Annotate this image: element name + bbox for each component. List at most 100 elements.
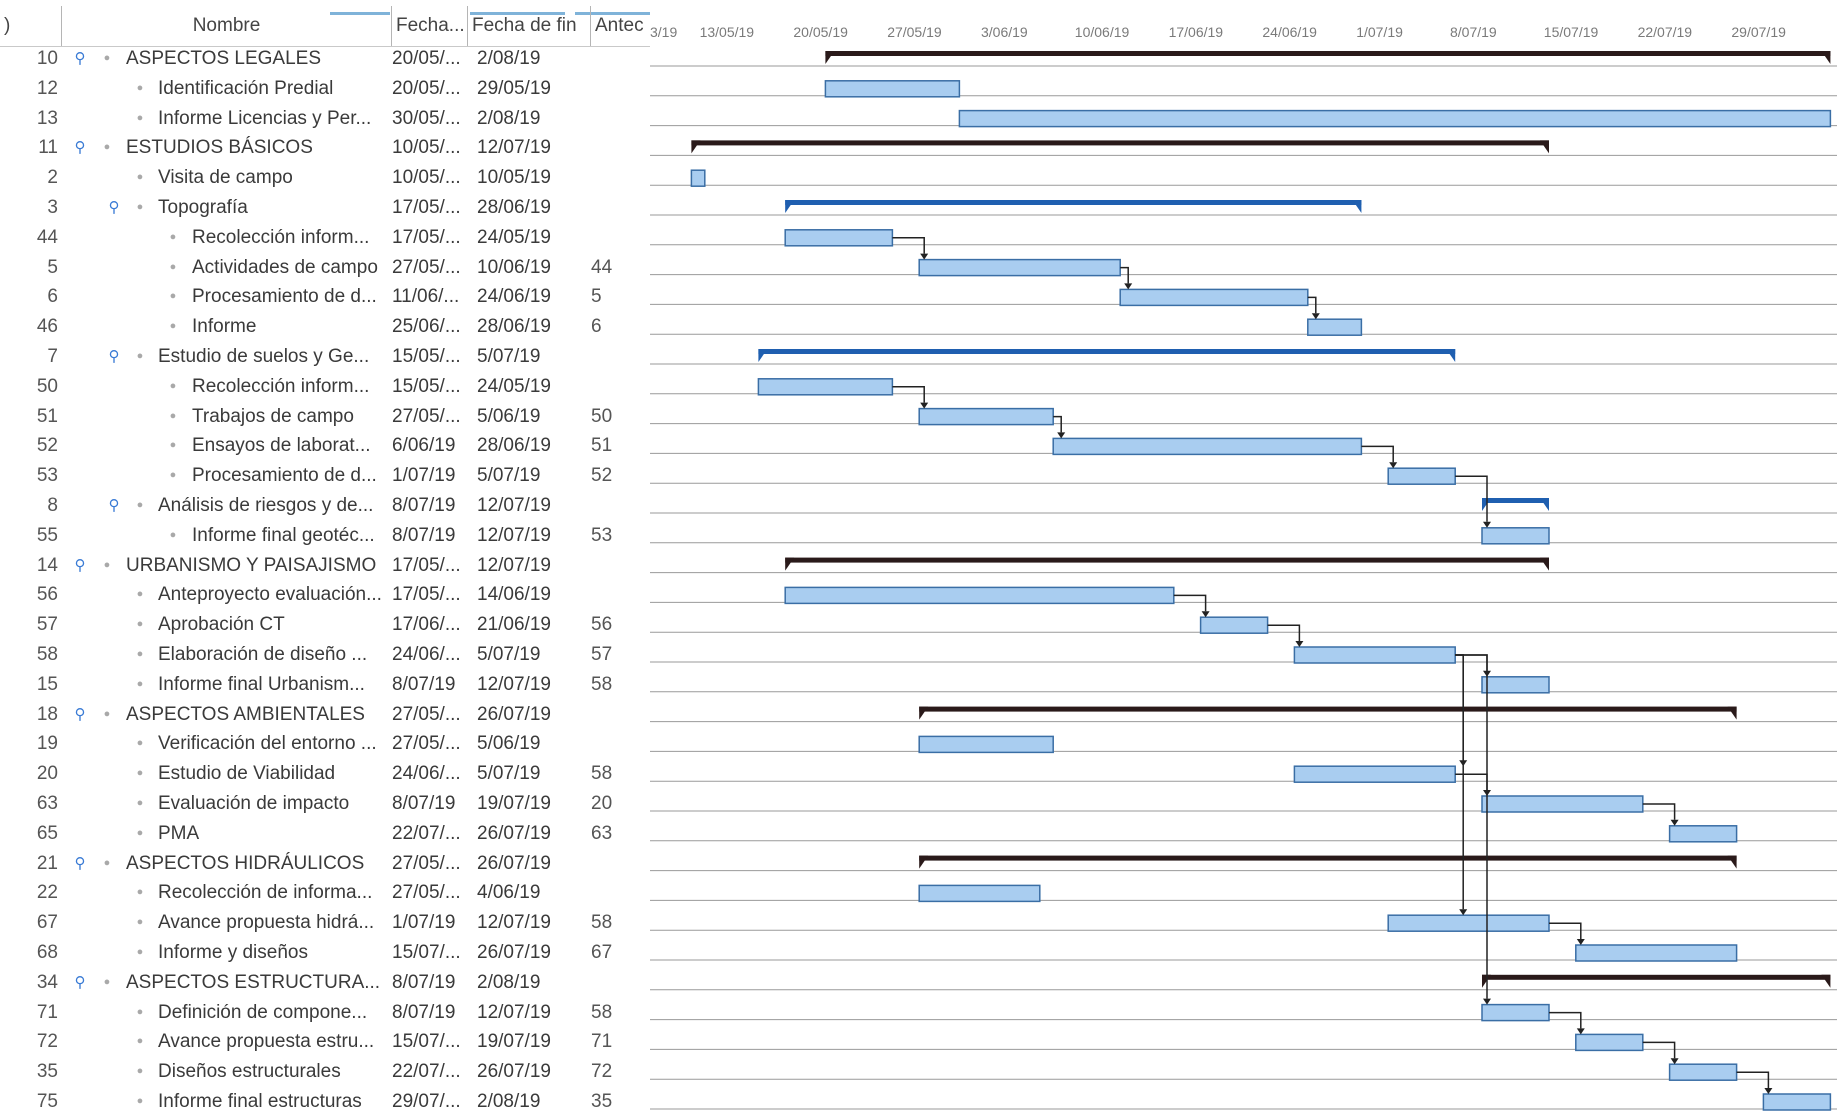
task-row[interactable]: 68 ● Informe y diseños 15/07/... 26/07/19 67 — [0, 938, 650, 968]
task-row[interactable]: 7 ⚲ ● Estudio de suelos y Ge... 15/05/... 5/0… — [0, 342, 650, 372]
pin-icon[interactable]: ⚲ — [74, 854, 86, 872]
task-row[interactable]: 67 ● Avance propuesta hidrá... 1/07/19 12/07… — [0, 908, 650, 938]
task-name[interactable]: Visita de campo — [158, 167, 293, 189]
task-bar[interactable] — [1668, 1063, 1738, 1081]
task-bar[interactable] — [1052, 437, 1363, 456]
task-row[interactable]: 13 ● Informe Licencias y Per... 30/05/... 2/… — [0, 104, 650, 134]
task-name[interactable]: Actividades de campo — [192, 256, 378, 278]
task-row[interactable]: 58 ● Elaboración de diseño ... 24/06/... 5/0… — [0, 640, 650, 670]
task-row[interactable]: 34 ⚲ ● ASPECTOS ESTRUCTURA... 8/07/19 2/08/19 — [0, 968, 650, 998]
task-name[interactable]: Informe final Urbanism... — [158, 673, 365, 695]
task-name[interactable]: Trabajos de campo — [192, 405, 354, 427]
task-bar[interactable] — [690, 169, 706, 187]
task-bar[interactable] — [918, 884, 1041, 903]
task-bar[interactable] — [784, 229, 894, 247]
task-row[interactable]: 11 ⚲ ● ESTUDIOS BÁSICOS 10/05/... 12/07/19 — [0, 133, 650, 163]
task-name[interactable]: Aprobación CT — [158, 614, 285, 636]
task-bar[interactable] — [757, 378, 894, 396]
task-row[interactable]: 8 ⚲ ● Análisis de riesgos y de... 8/07/19 12/… — [0, 491, 650, 521]
task-row[interactable]: 56 ● Anteproyecto evaluación... 17/05/... 14… — [0, 580, 650, 610]
task-name[interactable]: Informe y diseños — [158, 942, 308, 963]
pin-icon[interactable]: ⚲ — [108, 348, 120, 365]
task-name[interactable]: Recolección de informa... — [158, 882, 373, 904]
task-bar[interactable] — [1387, 467, 1456, 485]
task-name[interactable]: Identificación Predial — [158, 77, 334, 99]
task-name[interactable]: Elaboración de diseño ... — [158, 644, 368, 665]
task-row[interactable]: 51 ● Trabajos de campo 27/05/... 5/06/19 50 — [0, 402, 650, 432]
pin-icon[interactable]: ⚲ — [74, 705, 86, 723]
task-bar[interactable] — [1119, 288, 1309, 307]
pin-icon[interactable]: ⚲ — [108, 199, 120, 216]
task-bar[interactable] — [918, 407, 1054, 426]
task-name[interactable]: Procesamiento de d... — [192, 465, 377, 487]
task-row[interactable]: 46 ● Informe 25/06/... 28/06/19 6 — [0, 312, 650, 342]
task-row[interactable]: 35 ● Diseños estructurales 22/07/... 26/07/1… — [0, 1057, 650, 1087]
task-name[interactable]: Informe final geotéc... — [192, 524, 375, 546]
task-row[interactable]: 72 ● Avance propuesta estru... 15/07/... 19/… — [0, 1027, 650, 1057]
task-row[interactable]: 50 ● Recolección inform... 15/05/... 24/05/1… — [0, 372, 650, 402]
task-row[interactable]: 63 ● Evaluación de impacto 8/07/19 19/07/19 2… — [0, 789, 650, 819]
task-bar[interactable] — [918, 258, 1121, 277]
task-bar[interactable] — [1199, 616, 1269, 634]
task-row[interactable]: 5 ● Actividades de campo 27/05/... 10/06/19 4… — [0, 253, 650, 283]
task-name[interactable]: Verificación del entorno ... — [158, 733, 377, 755]
task-row[interactable]: 12 ● Identificación Predial 20/05/... 29/05/… — [0, 74, 650, 104]
task-row[interactable]: 19 ● Verificación del entorno ... 27/05/...… — [0, 729, 650, 759]
task-name[interactable]: ASPECTOS HIDRÁULICOS — [126, 852, 365, 874]
task-bar[interactable] — [1481, 527, 1550, 545]
task-name[interactable]: Ensayos de laborat... — [192, 435, 371, 457]
pin-icon[interactable]: ⚲ — [108, 497, 120, 514]
pin-icon[interactable]: ⚲ — [74, 556, 86, 574]
task-name[interactable]: Estudio de suelos y Ge... — [158, 346, 370, 367]
task-name[interactable]: Recolección inform... — [192, 375, 370, 397]
task-row[interactable]: 55 ● Informe final geotéc... 8/07/19 12/07/1… — [0, 521, 650, 551]
pin-icon[interactable]: ⚲ — [74, 973, 86, 991]
task-row[interactable]: 22 ● Recolección de informa... 27/05/... 4/0… — [0, 878, 650, 908]
column-header-predecessors[interactable]: Antec — [595, 15, 644, 36]
task-name[interactable]: Avance propuesta hidrá... — [158, 912, 375, 934]
task-bar[interactable] — [1307, 318, 1363, 336]
task-row[interactable]: 15 ● Informe final Urbanism... 8/07/19 12/07… — [0, 670, 650, 700]
task-bar[interactable] — [1762, 1093, 1832, 1111]
column-header-name[interactable]: Nombre — [62, 6, 392, 46]
task-bar[interactable] — [824, 80, 961, 98]
task-bar[interactable] — [1668, 825, 1738, 843]
task-name[interactable]: Anteproyecto evaluación... — [158, 584, 382, 606]
task-row[interactable]: 71 ● Definición de compone... 8/07/19 12/07/… — [0, 998, 650, 1028]
task-row[interactable]: 57 ● Aprobación CT 17/06/... 21/06/19 56 — [0, 610, 650, 640]
task-row[interactable]: 6 ● Procesamiento de d... 11/06/... 24/06/19… — [0, 282, 650, 312]
task-name[interactable]: ASPECTOS AMBIENTALES — [126, 703, 365, 725]
task-row[interactable]: 44 ● Recolección inform... 17/05/... 24/05/1… — [0, 223, 650, 253]
task-name[interactable]: Diseños estructurales — [158, 1061, 341, 1083]
task-bar[interactable] — [784, 586, 1175, 605]
column-header-id[interactable]: ) — [0, 6, 62, 46]
task-name[interactable]: PMA — [158, 822, 200, 844]
task-bar[interactable] — [1481, 676, 1550, 694]
task-row[interactable]: 18 ⚲ ● ASPECTOS AMBIENTALES 27/05/... 26/07/1… — [0, 700, 650, 730]
task-bar[interactable] — [1293, 765, 1456, 783]
task-bar[interactable] — [1575, 944, 1738, 962]
task-bar[interactable] — [1293, 646, 1456, 664]
task-name[interactable]: ESTUDIOS BÁSICOS — [126, 137, 313, 159]
task-row[interactable]: 75 ● Informe final estructuras 29/07/... 2/0… — [0, 1087, 650, 1117]
task-name[interactable]: Topografía — [158, 197, 248, 218]
pin-icon[interactable]: ⚲ — [74, 50, 86, 67]
task-row[interactable]: 10 ⚲ ● ASPECTOS LEGALES 20/05/... 2/08/19 — [0, 44, 650, 74]
task-bar[interactable] — [1481, 795, 1644, 813]
task-bar[interactable] — [1575, 1033, 1644, 1052]
task-bar[interactable] — [1387, 914, 1550, 932]
task-name[interactable]: URBANISMO Y PAISAJISMO — [126, 554, 377, 576]
task-bar[interactable] — [958, 109, 1832, 128]
task-row[interactable]: 52 ● Ensayos de laborat... 6/06/19 28/06/19 5… — [0, 431, 650, 461]
column-header-start-date[interactable]: Fecha... — [392, 6, 468, 46]
column-header-end-date[interactable]: Fecha de fin — [468, 6, 591, 46]
task-row[interactable]: 3 ⚲ ● Topografía 17/05/... 28/06/19 — [0, 193, 650, 223]
task-bar[interactable] — [918, 735, 1054, 754]
task-row[interactable]: 14 ⚲ ● URBANISMO Y PAISAJISMO 17/05/... 12/07… — [0, 551, 650, 581]
task-name[interactable]: ASPECTOS LEGALES — [126, 48, 322, 69]
task-name[interactable]: Análisis de riesgos y de... — [158, 495, 374, 516]
task-row[interactable]: 53 ● Procesamiento de d... 1/07/19 5/07/19 52 — [0, 461, 650, 491]
task-name[interactable]: Evaluación de impacto — [158, 793, 350, 814]
task-row[interactable]: 65 ● PMA 22/07/... 26/07/19 63 — [0, 819, 650, 849]
task-name[interactable]: Estudio de Viabilidad — [158, 763, 336, 785]
